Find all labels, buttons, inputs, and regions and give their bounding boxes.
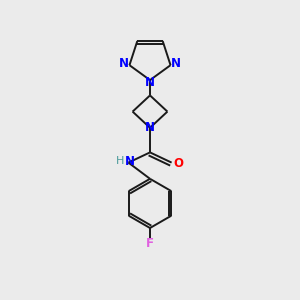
Text: H: H — [116, 156, 124, 167]
Text: O: O — [173, 157, 183, 170]
Text: N: N — [145, 76, 155, 89]
Text: N: N — [171, 58, 181, 70]
Text: F: F — [146, 237, 154, 250]
Text: N: N — [145, 121, 155, 134]
Text: N: N — [125, 155, 135, 168]
Text: N: N — [119, 58, 129, 70]
